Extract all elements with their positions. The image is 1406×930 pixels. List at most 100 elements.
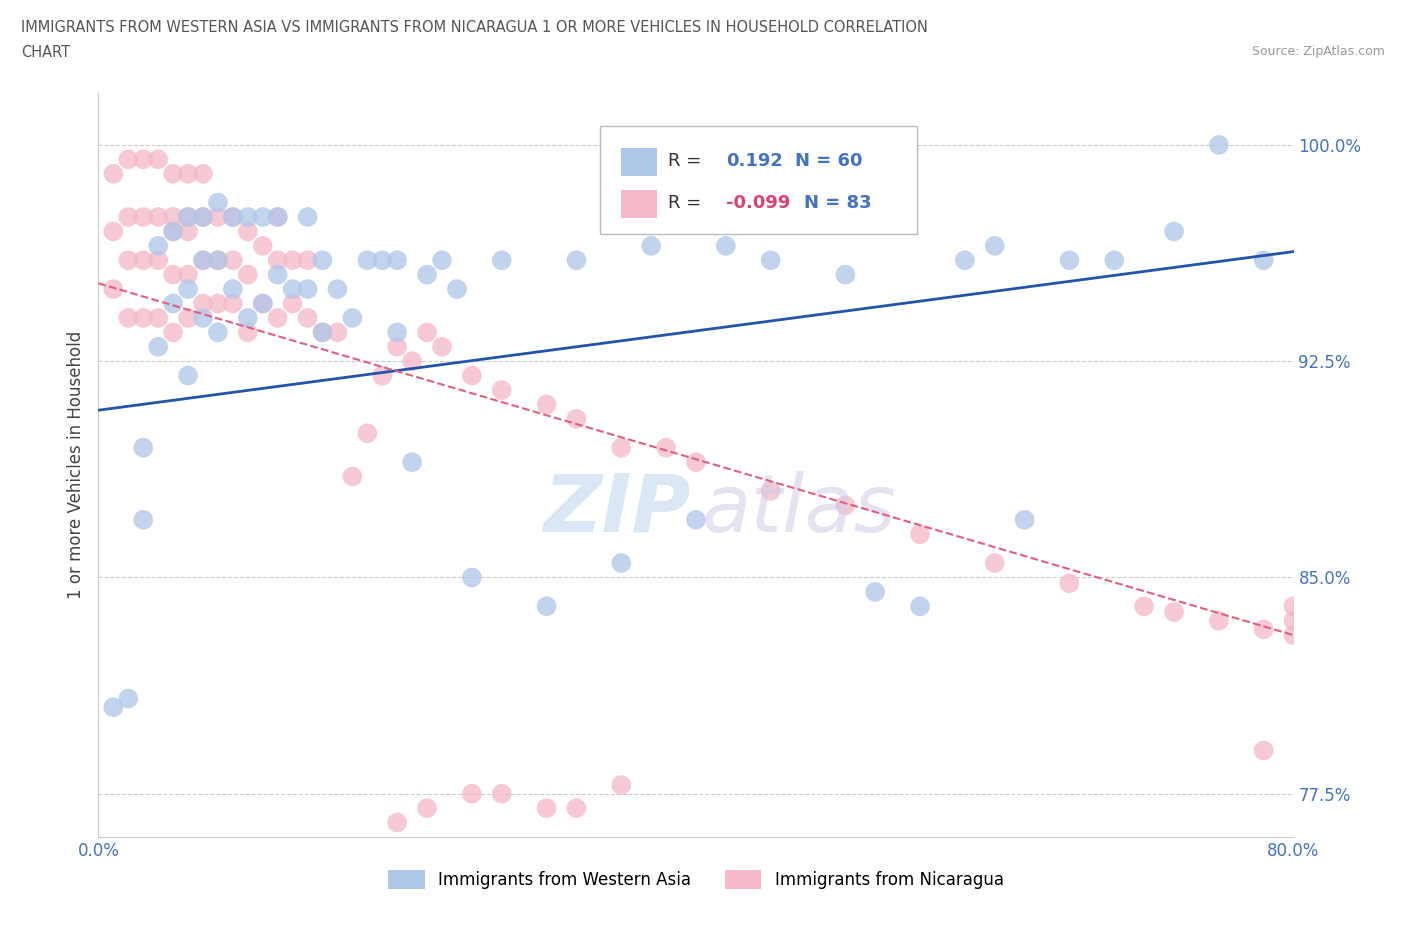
Point [446,282,468,297]
Point [865,584,887,599]
Point [222,253,245,268]
Point [385,325,409,339]
Point [132,440,155,455]
Point [1208,138,1230,153]
Point [1253,743,1275,758]
Point [565,411,588,426]
Point [908,526,931,541]
Text: N = 60: N = 60 [796,153,863,170]
Point [655,440,678,455]
Point [342,311,364,325]
Point [117,311,139,325]
Point [610,777,633,792]
Point [236,267,259,282]
Text: atlas: atlas [702,471,897,549]
Point [117,209,139,224]
Point [132,152,155,166]
Point [252,296,274,311]
Point [236,311,259,325]
Point [416,267,439,282]
Point [222,209,245,224]
Point [1282,599,1305,614]
Point [297,209,319,224]
Point [759,253,782,268]
Point [207,325,229,339]
Point [177,209,200,224]
Point [610,440,633,455]
Point [1253,253,1275,268]
Point [834,267,856,282]
Point [222,209,245,224]
Point [207,253,229,268]
Point [281,296,304,311]
Point [385,253,409,268]
Point [401,455,423,470]
Point [117,691,139,706]
Point [148,152,170,166]
Point [385,339,409,354]
Point [610,555,633,570]
Point [267,267,290,282]
Point [267,253,290,268]
Point [148,253,170,268]
FancyBboxPatch shape [620,190,657,218]
Point [536,801,558,816]
Point [416,801,439,816]
Point [162,267,184,282]
Point [267,311,290,325]
Point [416,325,439,339]
Point [1282,613,1305,628]
Point [1253,622,1275,637]
Point [385,815,409,830]
Point [148,311,170,325]
Point [984,555,1007,570]
Point [371,368,394,383]
Point [267,209,290,224]
Point [177,368,200,383]
Text: R =: R = [668,194,707,212]
Point [162,224,184,239]
Point [177,282,200,297]
Point [148,339,170,354]
Point [908,599,931,614]
Point [326,282,349,297]
Point [148,209,170,224]
Point [326,325,349,339]
Point [103,282,125,297]
Point [759,484,782,498]
Point [536,599,558,614]
Point [430,253,453,268]
Point [834,498,856,512]
Point [207,296,229,311]
Point [1282,628,1305,643]
Point [191,209,214,224]
Point [267,209,290,224]
Point [1163,224,1185,239]
Point [222,296,245,311]
Y-axis label: 1 or more Vehicles in Household: 1 or more Vehicles in Household [66,331,84,599]
Point [207,209,229,224]
Point [565,253,588,268]
Point [117,253,139,268]
Point [281,282,304,297]
Point [311,253,333,268]
Point [640,238,662,253]
Point [714,238,737,253]
Point [430,339,453,354]
Text: 0.192: 0.192 [725,153,783,170]
Text: IMMIGRANTS FROM WESTERN ASIA VS IMMIGRANTS FROM NICARAGUA 1 OR MORE VEHICLES IN : IMMIGRANTS FROM WESTERN ASIA VS IMMIGRAN… [21,20,928,35]
Point [207,253,229,268]
Point [491,253,513,268]
Point [953,253,976,268]
Point [132,253,155,268]
Point [1163,604,1185,619]
Point [191,209,214,224]
Point [984,238,1007,253]
Point [236,224,259,239]
Point [132,512,155,527]
Point [148,238,170,253]
Point [162,166,184,181]
Point [191,311,214,325]
Point [1133,599,1156,614]
Point [132,209,155,224]
